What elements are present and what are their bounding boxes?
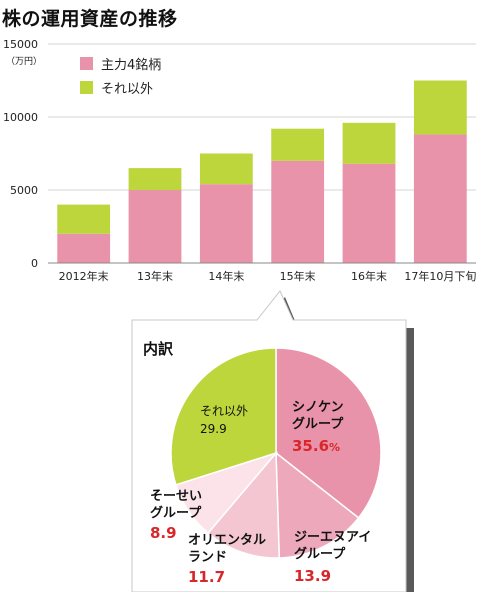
bar-other [199, 153, 253, 185]
y-tick-label: 5000 [10, 184, 38, 197]
pie-slice [207, 451, 281, 559]
pie-slice [275, 451, 360, 559]
page-title: 株の運用資産の推移 [2, 8, 178, 30]
x-category-label: 17年10月下旬 [404, 269, 476, 283]
bar-other [271, 128, 325, 161]
pie-slice-name-line: グループ [294, 546, 346, 562]
pie-slice-name: シノケングループ [292, 400, 344, 432]
x-category-label: 2012年末 [59, 269, 109, 283]
y-tick-label: 15000 [3, 38, 38, 51]
bar-main [342, 163, 396, 263]
y-unit-label: （万円） [6, 56, 42, 67]
y-tick-label: 10000 [3, 111, 38, 124]
pie-slice-unit: % [329, 441, 340, 454]
pie-slice-name: それ以外 [200, 404, 248, 418]
bar-other [128, 168, 182, 190]
pie-slice-value: 11.7 [188, 568, 225, 586]
pie-slice-name-line: ランド [188, 550, 227, 565]
pie-title: 内訳 [143, 340, 174, 358]
bar-main [199, 184, 253, 263]
pie-slice-value: 35.6% [292, 437, 340, 455]
bar-main [128, 190, 182, 263]
x-category-label: 14年末 [208, 269, 244, 283]
pie-slice-name-line: それ以外 [200, 404, 248, 418]
pie-slice-name-line: グループ [292, 416, 344, 432]
legend-label: 主力4銘柄 [101, 58, 161, 73]
pie-slice-value: 29.9 [200, 422, 227, 436]
pie-slice-name-line: ジーエヌアイ [294, 530, 371, 545]
pie-slice-name-line: そーせい [150, 489, 202, 504]
bar-main [271, 160, 325, 263]
bar-other [342, 122, 396, 164]
pie-slice-name: ジーエヌアイグループ [294, 530, 371, 562]
bar-main [57, 233, 111, 263]
legend-swatch [80, 81, 93, 94]
pie-slice-name-line: シノケン [292, 400, 344, 415]
x-category-label: 15年末 [280, 269, 316, 283]
pie-slice [275, 347, 382, 519]
bar-other [413, 80, 467, 135]
bar-chart: 0 5000 10000 15000 （万円） 2012年末 13年末 14年末 15年末 16年… [3, 38, 476, 283]
pie-slice-name-line: オリエンタル [188, 533, 266, 548]
pie-slice-name-line: グループ [150, 505, 202, 521]
pie-slice-name: オリエンタルランド [188, 533, 266, 565]
pie-slice-value: 13.9 [294, 567, 331, 585]
x-category-label: 13年末 [137, 269, 173, 283]
y-tick-label: 0 [31, 257, 38, 270]
legend-swatch [80, 57, 93, 70]
pie-slice-name: そーせいグループ [150, 489, 202, 521]
x-category-label: 16年末 [351, 269, 387, 283]
bar-other [57, 204, 111, 234]
bar-main [413, 134, 467, 263]
pie-slice [170, 347, 277, 486]
pie-slice-value: 8.9 [150, 524, 177, 542]
legend-label: それ以外 [101, 82, 153, 97]
